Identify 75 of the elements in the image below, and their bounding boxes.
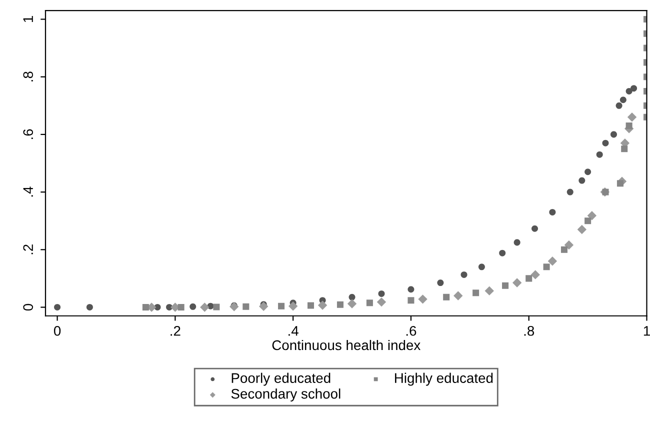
- point: [616, 180, 624, 187]
- point: [348, 294, 356, 300]
- point: [336, 301, 344, 308]
- point: [308, 302, 314, 309]
- point: [549, 208, 556, 216]
- legend-label: Secondary school: [231, 388, 340, 402]
- point: [596, 151, 603, 158]
- point: [178, 304, 184, 310]
- point: [548, 256, 558, 266]
- y-tick-label: .2: [23, 244, 33, 254]
- point: [620, 96, 626, 104]
- point: [564, 240, 574, 250]
- point: [86, 304, 93, 310]
- point: [200, 302, 210, 312]
- point: [526, 275, 532, 282]
- x-tick-label: .6: [406, 326, 416, 336]
- point: [502, 282, 509, 289]
- point: [213, 304, 220, 310]
- y-tick-label: 0: [23, 304, 34, 311]
- point: [376, 297, 386, 307]
- point: [626, 122, 632, 130]
- point: [560, 246, 568, 253]
- point: [278, 302, 285, 310]
- point: [578, 177, 586, 184]
- point: [616, 102, 622, 109]
- point: [531, 225, 538, 232]
- y-tick-label: .8: [23, 72, 34, 82]
- point: [499, 250, 506, 256]
- point: [602, 140, 609, 146]
- point: [543, 264, 550, 270]
- point: [587, 211, 597, 220]
- point: [621, 146, 628, 152]
- x-tick-label: .2: [170, 326, 180, 336]
- point: [288, 301, 298, 311]
- point: [54, 304, 61, 310]
- point: [610, 131, 617, 138]
- point: [530, 270, 540, 280]
- point: [366, 300, 373, 306]
- point: [454, 291, 463, 300]
- point: [347, 299, 357, 308]
- point: [408, 286, 414, 293]
- point: [484, 286, 494, 296]
- point: [627, 112, 637, 122]
- point: [437, 280, 444, 286]
- point: [630, 85, 638, 92]
- legend-label: Poorly educated: [232, 372, 330, 386]
- point: [258, 302, 268, 311]
- x-tick-label: 0: [54, 326, 61, 336]
- point: [230, 302, 239, 312]
- point: [190, 303, 196, 310]
- point: [577, 224, 587, 234]
- point: [242, 303, 250, 310]
- point: [512, 278, 522, 288]
- point: [318, 300, 328, 310]
- point: [626, 88, 632, 94]
- point: [584, 218, 592, 224]
- point: [443, 294, 450, 300]
- point: [408, 297, 414, 304]
- point: [460, 271, 468, 278]
- point: [514, 239, 520, 246]
- legend-label: Highly educated: [395, 372, 493, 386]
- x-tick-label: 1: [644, 326, 650, 336]
- point: [472, 290, 480, 296]
- point: [142, 304, 149, 310]
- x-tick-label: .4: [288, 326, 298, 336]
- point: [584, 168, 592, 176]
- point: [566, 188, 574, 196]
- y-tick-label: .4: [23, 186, 33, 197]
- y-tick-label: .6: [23, 129, 34, 139]
- point: [478, 264, 485, 270]
- x-tick-label: .8: [524, 326, 534, 336]
- point: [418, 294, 428, 304]
- point: [378, 290, 385, 297]
- y-tick-label: 1: [23, 16, 33, 22]
- x-axis-title: Continuous health index: [272, 340, 420, 350]
